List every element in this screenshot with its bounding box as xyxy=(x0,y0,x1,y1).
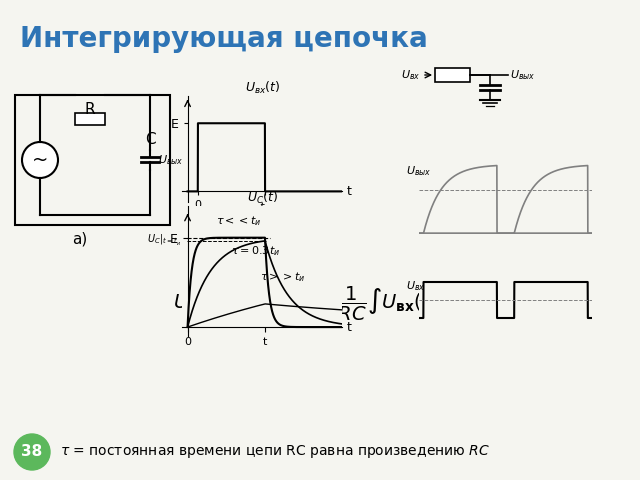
Text: $\tau<<t_и$: $\tau<<t_и$ xyxy=(216,214,261,228)
Text: C: C xyxy=(145,132,156,147)
Text: $\tau=0.3t_и$: $\tau=0.3t_и$ xyxy=(232,244,280,258)
Bar xyxy=(15,95,170,225)
Text: t: t xyxy=(346,321,351,334)
Text: $U_{вх}$: $U_{вх}$ xyxy=(401,68,420,82)
Text: $\tau>>t_и$: $\tau>>t_и$ xyxy=(260,271,305,284)
Text: $U_{вх}$: $U_{вх}$ xyxy=(406,279,426,292)
Text: $U_{вых}=U_C$: $U_{вых}=U_C$ xyxy=(158,153,211,167)
Title: $U_C(t)$: $U_C(t)$ xyxy=(247,190,278,206)
Text: $U_C|_{t=t_и}$: $U_C|_{t=t_и}$ xyxy=(147,233,181,249)
Circle shape xyxy=(14,434,50,470)
Text: б): б) xyxy=(243,287,258,303)
Text: $U_{вых}$: $U_{вых}$ xyxy=(406,165,432,179)
Bar xyxy=(435,68,470,82)
Bar xyxy=(75,113,105,125)
Text: ~: ~ xyxy=(32,151,48,169)
Circle shape xyxy=(22,142,58,178)
Text: R: R xyxy=(84,103,95,118)
Text: 38: 38 xyxy=(21,444,43,459)
Text: t: t xyxy=(346,185,351,198)
Text: $U_{вых}$: $U_{вых}$ xyxy=(510,68,536,82)
Text: а): а) xyxy=(72,232,88,247)
Title: $U_{вх}(t)$: $U_{вх}(t)$ xyxy=(244,80,280,96)
Text: $U_{\mathbf{вых}} = -U_C = -\dfrac{1}{RC}\int U_{\mathbf{вх}}(t)\,dt.$: $U_{\mathbf{вых}} = -U_C = -\dfrac{1}{RC… xyxy=(173,285,467,323)
Text: $\tau$ = постоянная времени цепи RC равна произведению $RC$: $\tau$ = постоянная времени цепи RC равн… xyxy=(60,444,490,460)
Text: Интегрирующая цепочка: Интегрирующая цепочка xyxy=(20,25,428,53)
